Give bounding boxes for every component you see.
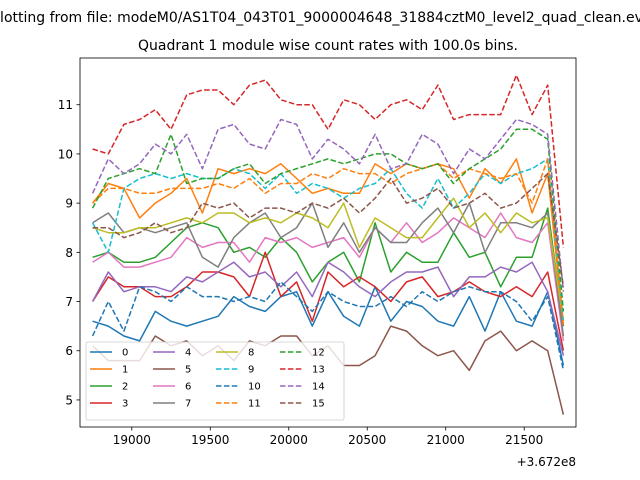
legend-box [85,341,345,421]
y-tick-label: 8 [65,246,73,260]
series-line-1 [92,158,565,327]
series-line-8 [92,197,565,322]
legend-label-4: 4 [185,348,191,359]
suptitle: Plotting from file: modeM0/AS1T04_043T01… [0,10,640,26]
legend-label-0: 0 [122,348,128,359]
y-tick-label: 7 [65,295,73,309]
x-tick-label: 20500 [348,433,386,447]
y-tick-label: 10 [58,147,73,161]
series-line-13 [92,74,565,248]
x-tick-label: 21500 [505,433,543,447]
y-tick-label: 11 [58,98,73,112]
series-line-4 [91,261,565,356]
legend-label-3: 3 [122,399,128,410]
legend-label-12: 12 [312,348,325,359]
y-tick-label: 5 [65,393,73,407]
x-tick-label: 20000 [270,433,308,447]
legend-label-14: 14 [312,382,325,393]
y-axis: 5 6 7 8 9 10 11 [58,98,80,407]
legend-label-5: 5 [185,365,191,376]
plot-frame [79,57,577,428]
legend-label-10: 10 [248,382,261,393]
y-tick-label: 9 [65,197,73,211]
x-tick-label: 19500 [191,433,229,447]
series-line-11 [92,158,565,327]
legend-label-15: 15 [312,399,325,410]
series-line-7 [92,202,565,337]
x-tick-label: 21000 [427,433,465,447]
x-tick-label: 19000 [113,433,151,447]
legend-label-9: 9 [248,365,254,376]
y-tick-label: 6 [65,344,73,358]
series-line-10 [91,281,565,371]
series-line-6 [92,212,565,341]
series-line-14 [91,118,565,292]
legend-label-7: 7 [185,399,191,410]
legend-label-6: 6 [185,382,191,393]
series-layer [91,74,565,415]
series-line-15 [92,172,565,287]
chart-title: Quadrant 1 module wise count rates with … [138,38,518,54]
legend-label-1: 1 [122,365,128,376]
x-axis: 19000 19500 20000 20500 21000 21500 [113,427,543,447]
legend-label-8: 8 [248,348,254,359]
legend-label-13: 13 [312,365,325,376]
x-offset-label: +3.672e8 [517,455,576,469]
legend-label-11: 11 [248,399,261,410]
legend-label-2: 2 [122,382,128,393]
